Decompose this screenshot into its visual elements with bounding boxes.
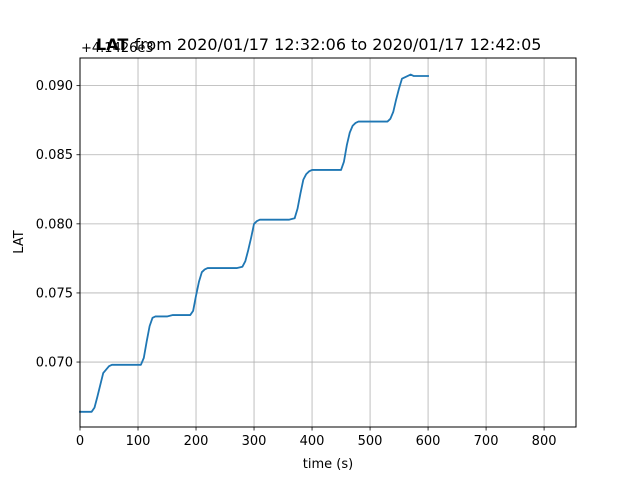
plot-area [80, 58, 576, 427]
y-tick-label: 0.075 [36, 286, 73, 301]
y-tick-label: 0.085 [36, 148, 73, 163]
x-tick-label: 300 [242, 434, 267, 449]
y-axis-label: LAT [12, 230, 27, 253]
x-tick-label: 600 [416, 434, 441, 449]
x-tick-label: 700 [474, 434, 499, 449]
tick-layer: 0 100 200 300 400 500 600 700 800 0.070 0.075 0.080… [36, 79, 557, 449]
x-tick-label: 200 [184, 434, 209, 449]
x-tick-label: 500 [358, 434, 383, 449]
x-tick-label: 400 [300, 434, 325, 449]
y-tick-label: 0.080 [36, 217, 73, 232]
grid-layer [79, 58, 576, 427]
series-line-lat [79, 73, 429, 413]
y-offset-text: +4.1426e3 [81, 41, 154, 56]
plot-frame [79, 57, 577, 428]
x-tick-label: 0 [76, 434, 84, 449]
x-tick-label: 800 [532, 434, 557, 449]
series-layer [79, 73, 429, 413]
title-overlay-text: LAT [96, 35, 128, 54]
x-tick-label: 100 [126, 434, 151, 449]
chart-title: from 2020/01/17 12:32:06 to 2020/01/17 1… [135, 35, 542, 54]
x-axis-label: time (s) [303, 457, 353, 472]
y-tick-label: 0.070 [36, 356, 73, 371]
y-tick-label: 0.090 [36, 79, 73, 94]
